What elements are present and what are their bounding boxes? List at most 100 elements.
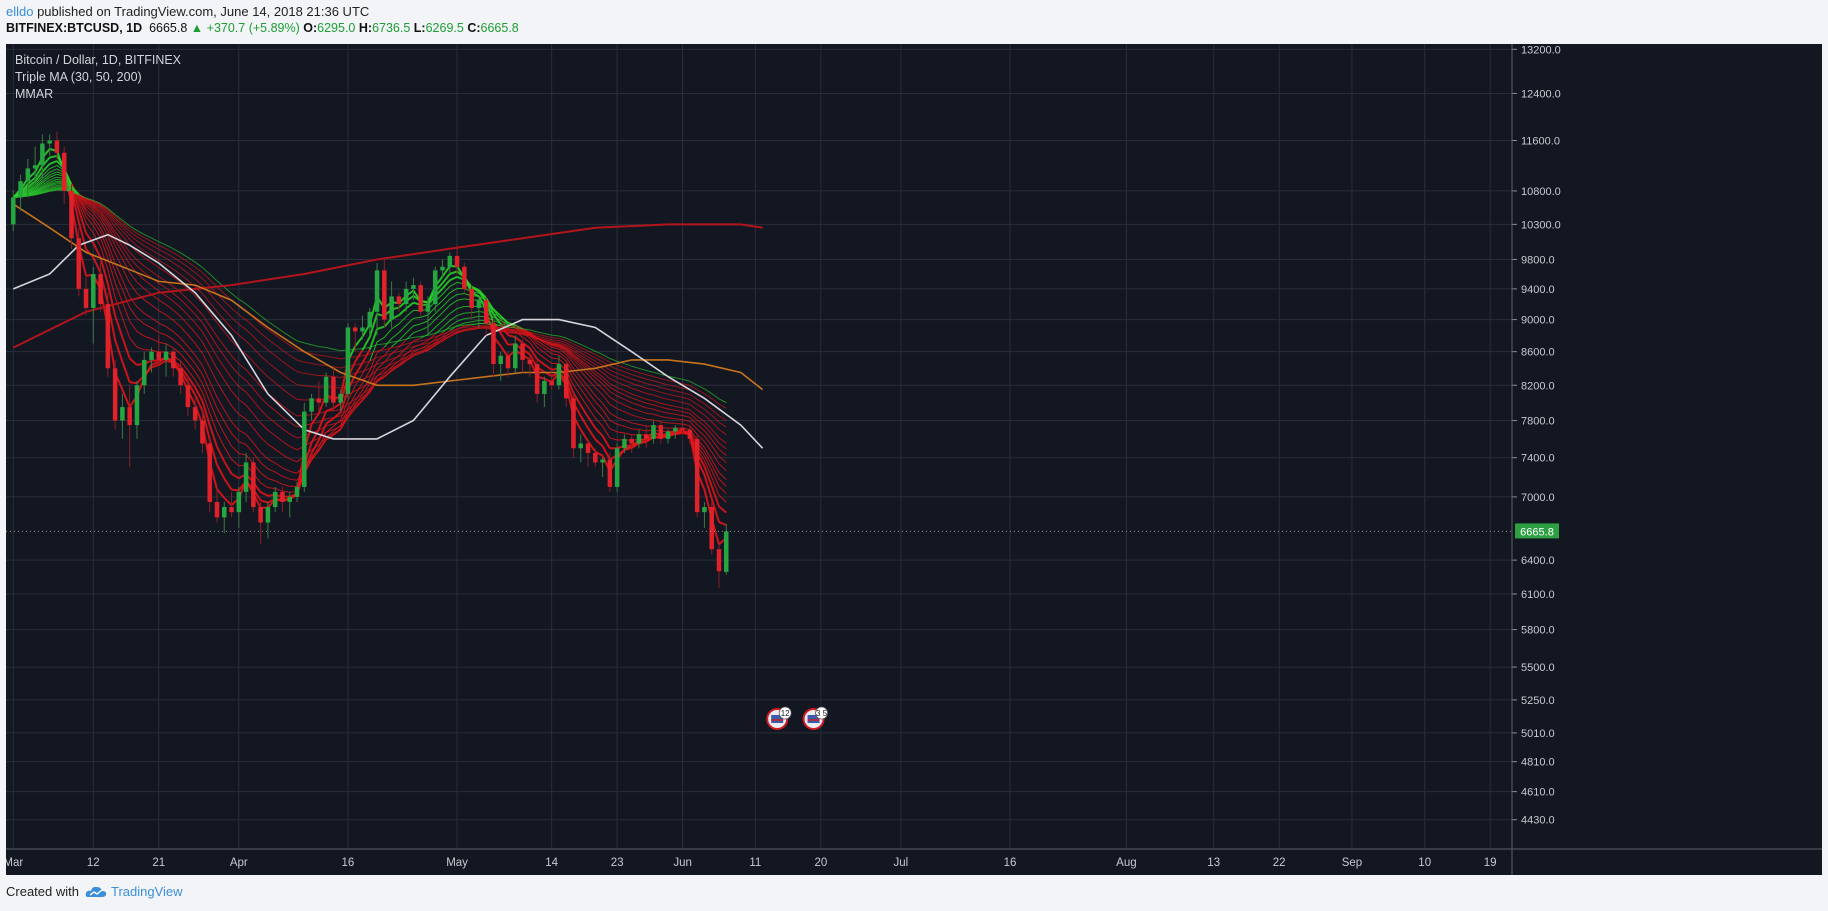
mmar-ribbon-segment xyxy=(369,344,378,348)
mmar-ribbon-segment xyxy=(34,182,43,189)
candlestick-chart[interactable]: 13200.0 12400.0 11600.0 10800.0 10300.0 9800.… xyxy=(6,44,1822,875)
mmar-ribbon-segment xyxy=(231,293,240,300)
mmar-ribbon-segment xyxy=(274,471,283,477)
mmar-ribbon-segment xyxy=(362,388,371,395)
mmar-ribbon-segment xyxy=(122,230,131,240)
mmar-ribbon-segment xyxy=(49,183,58,187)
mmar-ribbon-segment xyxy=(151,262,160,269)
mmar-ribbon-segment xyxy=(718,421,727,428)
mmar-ribbon-segment xyxy=(223,460,233,475)
mmar-ribbon-segment xyxy=(114,282,123,303)
candle-body xyxy=(265,507,271,523)
mmar-ribbon-segment xyxy=(129,320,138,332)
mmar-ribbon-segment xyxy=(609,369,618,374)
mmar-ribbon-segment xyxy=(587,398,596,410)
mmar-ribbon-segment xyxy=(289,421,298,428)
mmar-ribbon-segment xyxy=(136,281,145,290)
mmar-ribbon-segment xyxy=(376,336,385,343)
mmar-ribbon-segment xyxy=(129,234,138,242)
mmar-ribbon-segment xyxy=(711,433,720,444)
x-tick-label: 11 xyxy=(749,857,761,869)
mmar-ribbon-segment xyxy=(34,175,43,185)
mmar-ribbon-segment xyxy=(122,221,131,229)
mmar-ribbon-segment xyxy=(180,307,189,316)
chart-panel[interactable]: 13200.0 12400.0 11600.0 10800.0 10300.0 9800.… xyxy=(6,44,1822,875)
candle-body xyxy=(687,429,693,439)
mmar-ribbon-segment xyxy=(624,404,632,409)
mmar-ribbon-segment xyxy=(158,359,167,366)
mmar-ribbon-segment xyxy=(587,440,597,453)
candle-body xyxy=(585,443,591,453)
mmar-ribbon-segment xyxy=(129,227,138,234)
mmar-ribbon-segment xyxy=(646,418,654,421)
mmar-ribbon-segment xyxy=(609,419,618,425)
mmar-ribbon-segment xyxy=(318,354,327,357)
mmar-ribbon-segment xyxy=(675,409,683,413)
mmar-ribbon-segment xyxy=(158,267,167,273)
mmar-ribbon-segment xyxy=(718,403,727,409)
tradingview-link[interactable]: TradingView xyxy=(85,884,183,899)
mmar-ribbon-segment xyxy=(151,270,160,278)
mmar-ribbon-segment xyxy=(216,311,225,321)
mmar-ribbon-segment xyxy=(267,478,276,482)
y-tick-label: 7400.0 xyxy=(1521,453,1555,465)
mmar-ribbon-segment xyxy=(354,386,363,392)
legend-indicator-ma[interactable]: Triple MA (30, 50, 200) xyxy=(15,70,142,84)
mmar-ribbon-segment xyxy=(252,427,262,438)
mmar-ribbon-segment xyxy=(362,377,371,391)
mmar-ribbon-segment xyxy=(311,344,319,348)
mmar-ribbon-segment xyxy=(245,454,254,464)
mmar-ribbon-segment xyxy=(238,441,247,446)
mmar-ribbon-segment xyxy=(515,327,523,330)
candle-body xyxy=(83,288,89,308)
mmar-ribbon-segment xyxy=(594,427,604,437)
mmar-ribbon-segment xyxy=(143,312,152,319)
mmar-ribbon-segment xyxy=(274,435,283,442)
event-count-label: 3 5 xyxy=(816,709,828,718)
mmar-ribbon-segment xyxy=(704,430,713,440)
mmar-ribbon-segment xyxy=(158,341,167,345)
mmar-ribbon-segment xyxy=(216,322,225,333)
mmar-ribbon-segment xyxy=(544,357,552,364)
mmar-ribbon-segment xyxy=(260,452,269,460)
mmar-ribbon-segment xyxy=(631,428,640,431)
mmar-ribbon-segment xyxy=(434,300,443,308)
mmar-ribbon-segment xyxy=(27,187,36,192)
mmar-ribbon-segment xyxy=(158,310,167,316)
mmar-ribbon-segment xyxy=(267,404,276,412)
mmar-ribbon-segment xyxy=(587,374,596,383)
author-link[interactable]: elldo xyxy=(6,4,34,19)
mmar-ribbon-segment xyxy=(594,395,603,404)
mmar-ribbon-segment xyxy=(194,295,203,304)
mmar-ribbon-segment xyxy=(551,342,559,345)
mmar-ribbon-segment xyxy=(194,272,203,279)
mmar-ribbon-segment xyxy=(471,285,480,291)
mmar-ribbon-segment xyxy=(187,306,196,315)
mmar-ribbon-segment xyxy=(696,415,705,422)
mmar-ribbon-segment xyxy=(675,390,683,394)
candle-body xyxy=(462,266,467,289)
mmar-ribbon-segment xyxy=(114,239,123,253)
mmar-ribbon-segment xyxy=(267,349,276,357)
candle-body xyxy=(178,368,183,386)
mmar-ribbon-segment xyxy=(136,259,145,267)
mmar-ribbon-segment xyxy=(194,343,203,354)
mmar-ribbon-segment xyxy=(362,382,371,388)
mmar-ribbon-segment xyxy=(274,334,283,341)
mmar-ribbon-segment xyxy=(660,421,669,424)
mmar-ribbon-segment xyxy=(202,331,211,345)
y-tick-label: 7000.0 xyxy=(1521,492,1555,504)
mmar-ribbon-segment xyxy=(42,171,50,180)
mmar-ribbon-segment xyxy=(413,352,421,357)
mmar-ribbon-segment xyxy=(209,412,218,433)
mmar-ribbon-segment xyxy=(434,320,443,328)
mmar-ribbon-segment xyxy=(573,357,582,365)
ma30-line xyxy=(12,233,764,449)
mmar-ribbon-segment xyxy=(42,190,50,194)
legend-indicator-mmar[interactable]: MMAR xyxy=(15,87,54,101)
mmar-ribbon-segment xyxy=(143,265,152,272)
mmar-ribbon-segment xyxy=(704,435,713,446)
mmar-ribbon-segment xyxy=(442,320,451,328)
mmar-ribbon-segment xyxy=(158,282,167,289)
mmar-ribbon-segment xyxy=(427,307,436,316)
